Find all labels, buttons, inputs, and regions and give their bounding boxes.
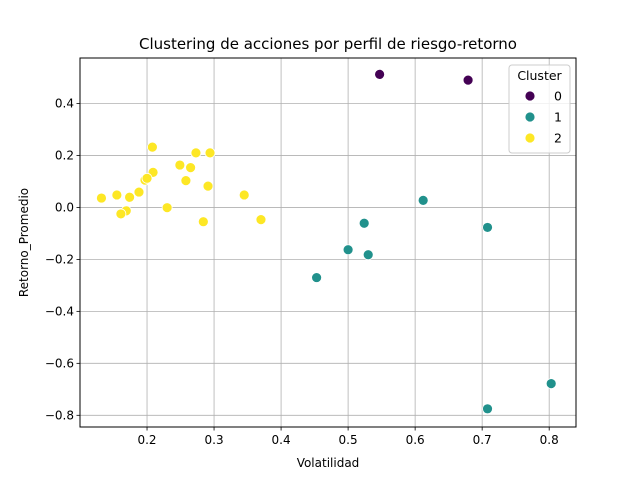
cluster-2-point [115,208,127,220]
legend-marker-cluster-2 [524,132,536,144]
legend-marker-cluster-1 [524,111,536,123]
chart-title: Clustering de acciones por perfil de rie… [139,35,517,53]
cluster-1-point [545,378,557,390]
legend-label-cluster-1: 1 [554,110,562,125]
cluster-1-point [417,195,429,206]
cluster-2-point [202,180,214,192]
x-tick-label: 0.8 [540,433,559,447]
x-tick-label: 0.4 [272,433,291,447]
cluster-2-point [238,189,250,201]
cluster-2-point [190,147,202,159]
cluster-1-point [311,272,323,283]
cluster-2-point [133,186,145,198]
cluster-2-point [161,202,173,214]
cluster-0-point [462,74,474,86]
plot-frame [79,57,577,428]
y-axis-label: Retorno_Promedio [17,188,31,297]
x-tick-label: 0.6 [406,433,425,447]
y-tick-label: −0.4 [45,304,74,318]
cluster-2-point [174,159,186,171]
cluster-2-point [146,141,158,153]
cluster-2-point [197,216,209,228]
legend-label-cluster-2: 2 [554,131,562,146]
data-points [96,68,557,415]
cluster-2-point [255,214,267,226]
y-tick-label: −0.2 [45,252,74,266]
x-tick-label: 0.2 [137,433,156,447]
y-tick-label: −0.6 [45,356,74,370]
legend-marker-cluster-0 [524,90,536,102]
cluster-2-point [96,192,107,204]
x-tick-label: 0.7 [473,433,492,447]
y-tick-label: 0.2 [55,148,74,162]
cluster-1-point [342,244,354,256]
y-tick-label: 0.0 [55,200,74,214]
legend-label-cluster-0: 0 [554,89,562,104]
cluster-1-point [358,217,370,229]
y-tick-label: 0.4 [55,96,74,110]
x-tick-label: 0.5 [339,433,358,447]
legend-title: Cluster [517,68,562,83]
x-axis-label: Volatilidad [297,456,360,470]
y-tick-label: −0.8 [45,408,74,422]
cluster-2-point [124,191,136,203]
cluster-2-point [185,162,196,174]
cluster-2-point [180,175,192,187]
cluster-1-point [482,222,493,233]
legend: Cluster 0 1 2 [508,64,571,154]
cluster-2-point [111,189,123,201]
legend-box [508,64,571,154]
axis-ticks: 0.2 0.3 0.4 0.5 0.6 0.7 0.8 −0.8 −0.6 −0.4 −0.2 0.0… [45,96,559,447]
cluster-2-point [204,147,216,159]
cluster-1-point [482,403,493,415]
grid [80,58,576,427]
cluster-0-point [374,68,386,80]
cluster-2-point [141,172,153,184]
cluster-1-point [362,249,374,261]
x-tick-label: 0.3 [205,433,224,447]
